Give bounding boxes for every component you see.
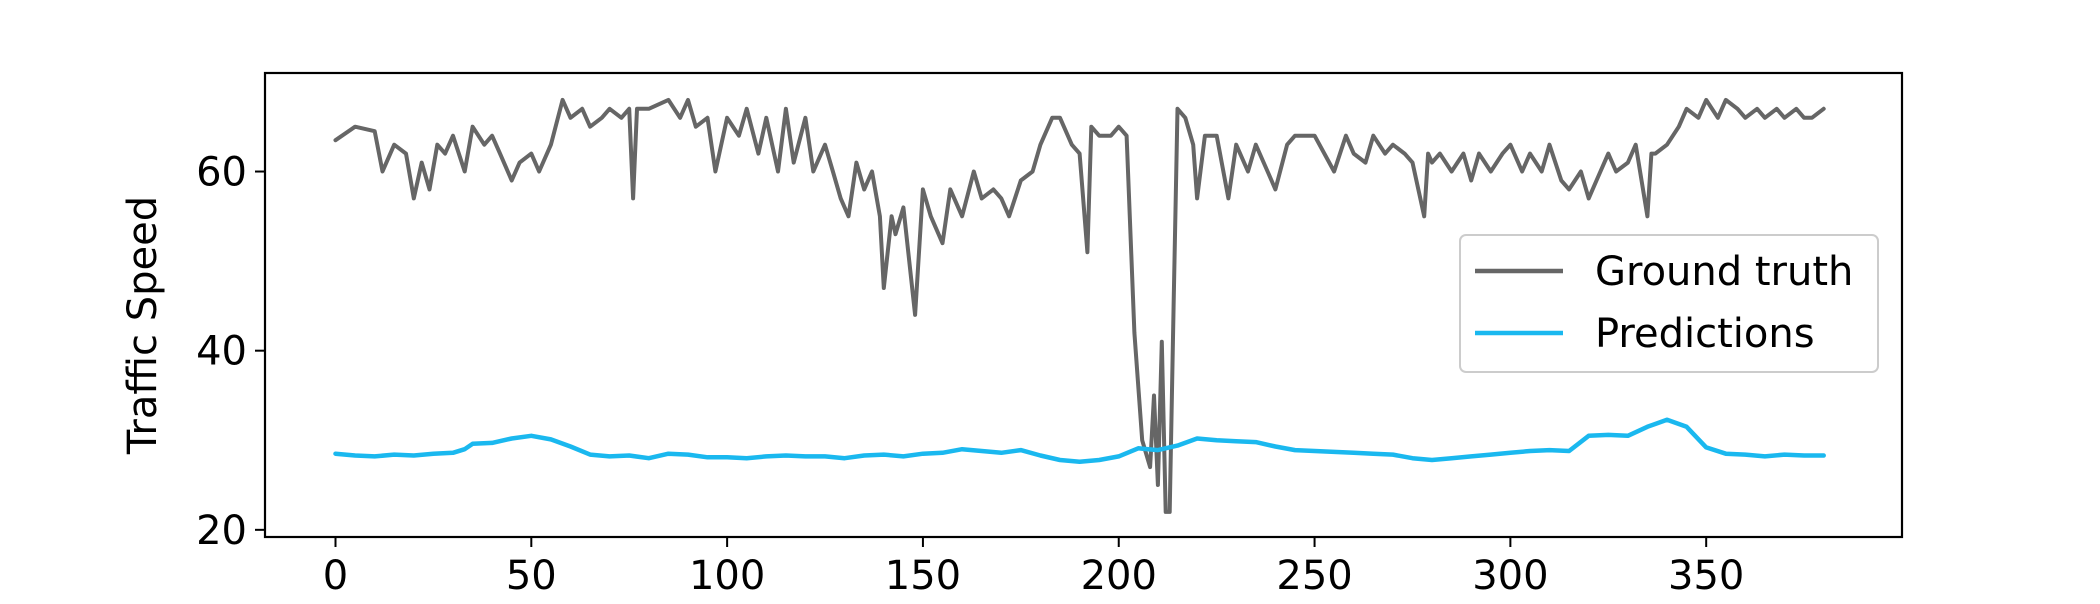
x-tick-label: 200 [1081,553,1157,599]
series-line-ground-truth [333,97,1826,514]
series-lines [333,97,1826,514]
x-axis: 0 50 100 150 200 250 300 350 [323,537,1744,599]
legend-label-ground-truth: Ground truth [1595,249,1853,295]
y-tick-label: 60 [196,150,247,196]
x-tick-label: 100 [689,553,765,599]
y-axis: 20 40 60 [196,150,265,554]
x-tick-label: 350 [1668,553,1744,599]
y-tick-label: 20 [196,508,247,554]
legend-label-predictions: Predictions [1595,311,1815,357]
x-tick-label: 0 [323,553,348,599]
x-tick-label: 250 [1276,553,1352,599]
plot-frame [263,71,1904,539]
x-tick-label: 50 [506,553,557,599]
y-tick-label: 40 [196,329,247,375]
y-axis-label: Traffic Speed [120,196,166,455]
legend: Ground truth Predictions [1459,234,1879,373]
legend-box [1459,234,1879,373]
x-tick-label: 150 [885,553,961,599]
series-line-predictions [333,417,1826,465]
x-tick-label: 300 [1472,553,1548,599]
